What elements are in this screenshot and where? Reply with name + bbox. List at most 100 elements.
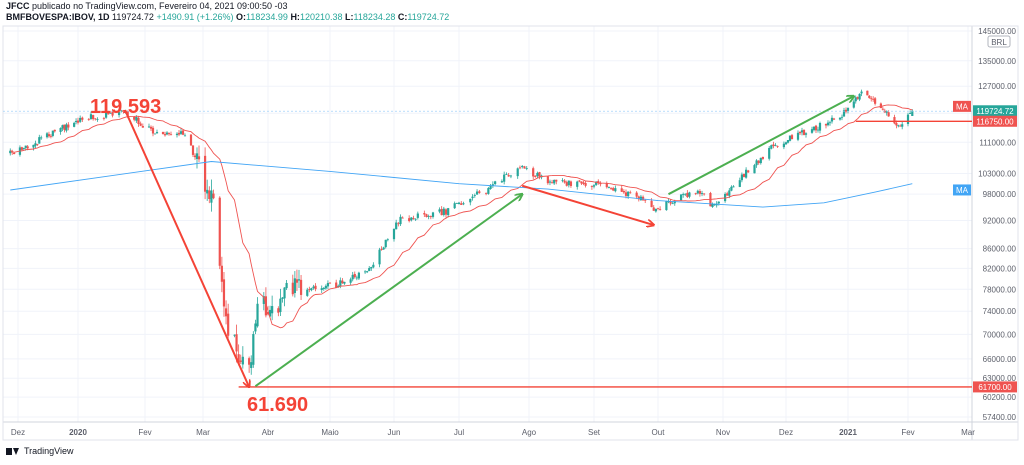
candle-body bbox=[220, 265, 223, 282]
trend-arrow-up bbox=[254, 194, 522, 388]
time-tick-label: 2020 bbox=[69, 428, 87, 437]
chart-header-symbol: BMFBOVESPA:IBOV, 1D 119724.72 +1490.91 (… bbox=[6, 12, 449, 22]
candle bbox=[555, 179, 558, 185]
candle bbox=[353, 271, 356, 279]
candle bbox=[696, 189, 699, 195]
candle-body bbox=[546, 176, 549, 184]
candle-body bbox=[102, 118, 106, 120]
candle bbox=[408, 215, 411, 223]
candle-body bbox=[438, 209, 441, 212]
candle-body bbox=[713, 204, 716, 206]
price-tick-label: 135000.00 bbox=[978, 57, 1016, 66]
candle bbox=[149, 125, 153, 131]
candle bbox=[870, 96, 873, 102]
candle bbox=[341, 278, 344, 284]
candle-body bbox=[53, 129, 56, 132]
candle-body bbox=[20, 147, 23, 150]
candle-body bbox=[137, 117, 140, 124]
candle-body bbox=[757, 160, 760, 164]
candle-body bbox=[237, 354, 240, 364]
candle-body bbox=[901, 124, 904, 127]
candle-body bbox=[297, 279, 301, 281]
candle bbox=[644, 199, 647, 204]
candle-body bbox=[76, 120, 80, 123]
candle bbox=[546, 176, 549, 185]
candle bbox=[133, 116, 136, 122]
annotation-high: 119.593 bbox=[90, 96, 161, 118]
candle bbox=[104, 111, 108, 119]
candle-body bbox=[484, 192, 488, 194]
time-tick-label: Mar bbox=[196, 428, 210, 437]
candle-body bbox=[832, 118, 836, 120]
candle-body bbox=[299, 279, 303, 295]
candle bbox=[909, 110, 912, 114]
candle-body bbox=[81, 117, 84, 120]
candle-body bbox=[654, 208, 657, 212]
candle-body bbox=[755, 160, 758, 166]
candle bbox=[442, 206, 445, 217]
candle-body bbox=[410, 217, 413, 221]
candle-body bbox=[337, 285, 340, 287]
candle bbox=[717, 201, 720, 206]
candle-body bbox=[768, 147, 771, 159]
price-tick-label: 74000.00 bbox=[983, 307, 1017, 316]
candle-body bbox=[279, 298, 282, 312]
candle-body bbox=[94, 118, 97, 120]
author-name: JFCC bbox=[6, 1, 30, 11]
candle bbox=[399, 214, 402, 226]
candle bbox=[283, 287, 286, 307]
candle-body bbox=[870, 98, 873, 100]
time-tick-label: Maio bbox=[321, 428, 339, 437]
candle-body bbox=[442, 208, 445, 215]
candle bbox=[73, 121, 76, 128]
candle-body bbox=[717, 201, 720, 204]
candle bbox=[665, 200, 668, 211]
candle-body bbox=[167, 133, 171, 135]
candle bbox=[755, 159, 758, 168]
candle bbox=[423, 210, 426, 218]
candle-body bbox=[860, 91, 863, 94]
candle-body bbox=[193, 155, 197, 158]
candle bbox=[768, 145, 771, 161]
candle bbox=[565, 180, 568, 187]
candle-body bbox=[788, 135, 792, 141]
candle bbox=[563, 178, 566, 184]
candle bbox=[635, 191, 638, 200]
candle bbox=[87, 117, 90, 121]
candle-body bbox=[732, 186, 735, 188]
candle-body bbox=[351, 274, 354, 280]
candle-body bbox=[700, 193, 704, 195]
candle-body bbox=[320, 288, 323, 291]
candle-body bbox=[206, 189, 209, 194]
candle bbox=[810, 126, 814, 134]
candle bbox=[279, 288, 282, 316]
candle bbox=[233, 334, 236, 338]
candle bbox=[220, 256, 223, 293]
candle bbox=[384, 239, 387, 249]
candle-body bbox=[895, 122, 898, 126]
candle bbox=[505, 172, 508, 175]
candle-body bbox=[135, 116, 138, 121]
candle-body bbox=[235, 334, 238, 352]
candle bbox=[206, 179, 209, 201]
tradingview-logo-icon bbox=[6, 447, 20, 456]
candle bbox=[49, 134, 53, 139]
candle-body bbox=[61, 125, 64, 129]
candle-body bbox=[47, 134, 51, 137]
candle-body bbox=[906, 114, 910, 124]
candle-body bbox=[412, 218, 415, 220]
candle-body bbox=[883, 110, 886, 113]
candle-body bbox=[494, 181, 497, 185]
candle-body bbox=[386, 239, 389, 241]
candle-body bbox=[753, 165, 756, 174]
candle bbox=[654, 208, 657, 213]
candle-body bbox=[74, 120, 78, 123]
candle-body bbox=[868, 95, 871, 98]
candle-body bbox=[523, 166, 526, 169]
candle bbox=[866, 90, 869, 96]
candle bbox=[312, 284, 315, 290]
candle-body bbox=[521, 166, 524, 168]
candle bbox=[165, 131, 169, 136]
candle bbox=[614, 185, 617, 193]
